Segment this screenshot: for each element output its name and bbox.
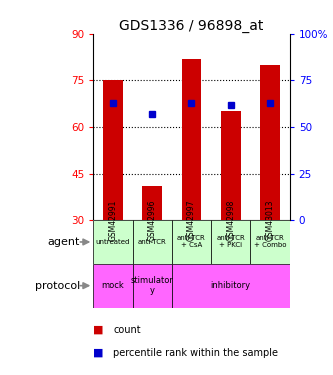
Text: anti-TCR
+ Combo: anti-TCR + Combo <box>254 236 286 249</box>
Text: GSM42997: GSM42997 <box>187 200 196 241</box>
Text: percentile rank within the sample: percentile rank within the sample <box>113 348 278 357</box>
Text: GSM42991: GSM42991 <box>108 200 118 241</box>
Bar <box>260 65 280 220</box>
Bar <box>221 111 240 220</box>
Text: GSM42998: GSM42998 <box>226 200 235 241</box>
Text: GSM43013: GSM43013 <box>265 200 275 241</box>
Text: mock: mock <box>102 281 124 290</box>
Text: count: count <box>113 325 141 335</box>
Text: anti-TCR
+ PKCi: anti-TCR + PKCi <box>216 236 245 249</box>
Text: protocol: protocol <box>35 280 80 291</box>
Bar <box>103 80 123 220</box>
Text: ■: ■ <box>93 348 104 357</box>
Bar <box>93 220 133 264</box>
Title: GDS1336 / 96898_at: GDS1336 / 96898_at <box>119 19 264 33</box>
Text: agent: agent <box>48 237 80 247</box>
Bar <box>93 264 133 308</box>
Text: stimulator
y: stimulator y <box>131 276 173 296</box>
Text: ■: ■ <box>93 325 104 335</box>
Bar <box>172 264 290 308</box>
Bar <box>133 220 172 264</box>
Text: anti-TCR
+ CsA: anti-TCR + CsA <box>177 236 206 249</box>
Bar <box>211 220 250 264</box>
Text: inhibitory: inhibitory <box>211 281 251 290</box>
Bar <box>133 264 172 308</box>
Text: untreated: untreated <box>96 239 130 245</box>
Bar <box>142 186 162 220</box>
Bar <box>182 58 201 220</box>
Text: GSM42996: GSM42996 <box>148 200 157 241</box>
Bar <box>172 220 211 264</box>
Text: anti-TCR: anti-TCR <box>138 239 166 245</box>
Bar <box>250 220 290 264</box>
